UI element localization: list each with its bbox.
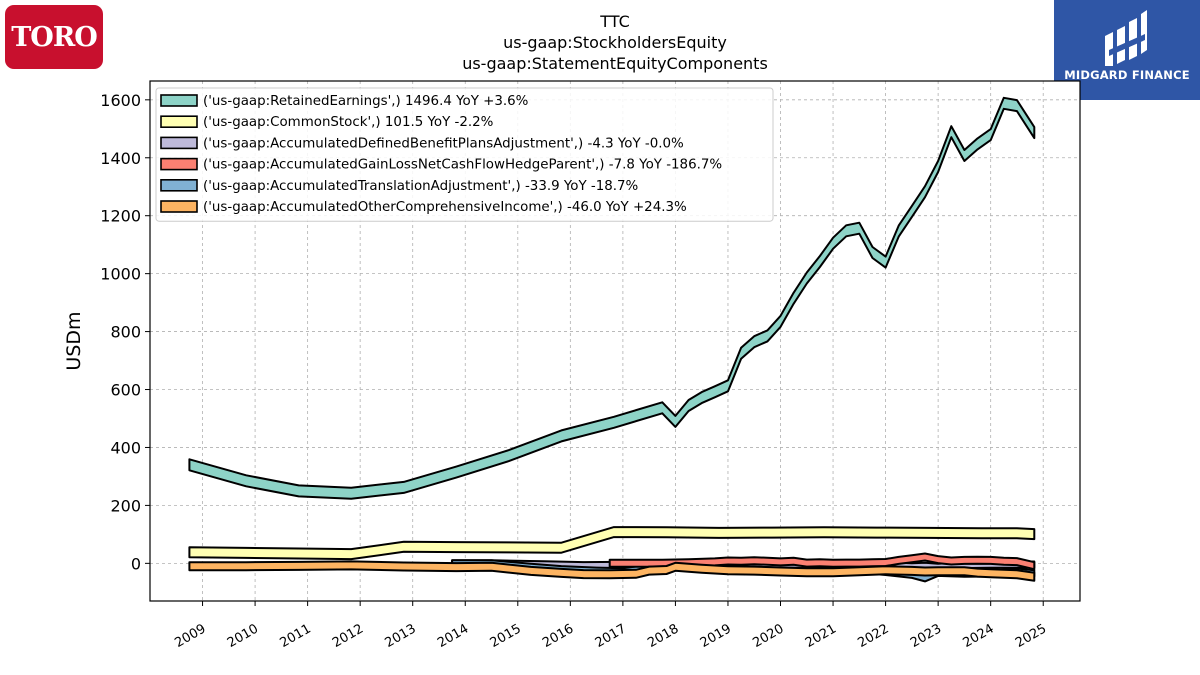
legend-swatch (160, 200, 198, 213)
midgard-mark-icon (1105, 10, 1147, 66)
chart-title-line: TTC (599, 12, 630, 31)
y-tick-label: 1200 (100, 207, 141, 226)
y-tick-label: 200 (110, 496, 141, 515)
legend-label: ('us-gaap:AccumulatedOtherComprehensiveI… (203, 200, 687, 215)
x-tick-label: 2015 (488, 621, 524, 651)
y-tick-label: 1400 (100, 149, 141, 168)
x-tick-label: 2018 (645, 621, 681, 651)
y-tick-label: 600 (110, 381, 141, 400)
x-tick-label: 2010 (225, 621, 261, 651)
y-tick-label: 1000 (100, 265, 141, 284)
x-tick-label: 2016 (540, 621, 576, 651)
legend-label: ('us-gaap:AccumulatedTranslationAdjustme… (203, 179, 638, 194)
legend-swatch (160, 136, 198, 150)
legend-label: ('us-gaap:AccumulatedGainLossNetCashFlow… (203, 158, 722, 173)
toro-logo-text: TORO (11, 21, 98, 53)
x-tick-label: 2021 (803, 621, 839, 651)
legend-swatch (160, 94, 198, 107)
x-tick-label: 2011 (277, 621, 313, 651)
x-tick-label: 2024 (961, 621, 997, 651)
legend-label: ('us-gaap:AccumulatedDefinedBenefitPlans… (203, 136, 684, 151)
x-tick-label: 2025 (1013, 621, 1049, 651)
legend-label: ('us-gaap:CommonStock',) 101.5 YoY -2.2% (203, 115, 493, 130)
y-tick-label: 0 (131, 554, 141, 573)
y-axis-label: USDm (63, 311, 85, 370)
x-tick-label: 2013 (383, 621, 419, 651)
legend-swatch (160, 179, 198, 192)
y-tick-label: 800 (110, 323, 141, 342)
x-tick-label: 2012 (330, 621, 366, 651)
midgard-logo-text: MIDGARD FINANCE (1064, 68, 1190, 82)
legend: ('us-gaap:RetainedEarnings',) 1496.4 YoY… (155, 87, 774, 222)
legend-swatch (160, 157, 198, 171)
x-tick-label: 2019 (698, 621, 734, 651)
legend-box (155, 87, 774, 222)
y-tick-label: 1600 (100, 91, 141, 110)
x-tick-label: 2017 (593, 621, 629, 651)
midgard-finance-logo: MIDGARD FINANCE (1054, 0, 1200, 100)
x-tick-label: 2022 (855, 621, 891, 651)
toro-logo: TORO (5, 5, 103, 69)
x-tick-label: 2023 (908, 621, 944, 651)
legend-swatch (160, 115, 198, 128)
chart-title-line: us-gaap:StockholdersEquity (503, 33, 727, 52)
x-tick-label: 2014 (435, 621, 471, 651)
x-tick-label: 2009 (172, 621, 208, 651)
series-band-0 (188, 96, 1036, 500)
y-tick-label: 400 (110, 438, 141, 457)
x-tick-label: 2020 (750, 621, 786, 651)
legend-label: ('us-gaap:RetainedEarnings',) 1496.4 YoY… (203, 94, 528, 109)
series-band-1 (188, 526, 1036, 561)
series-band-5 (188, 560, 1036, 582)
axes-frame (149, 80, 1081, 602)
chart-title-line: us-gaap:StatementEquityComponents (462, 54, 768, 73)
